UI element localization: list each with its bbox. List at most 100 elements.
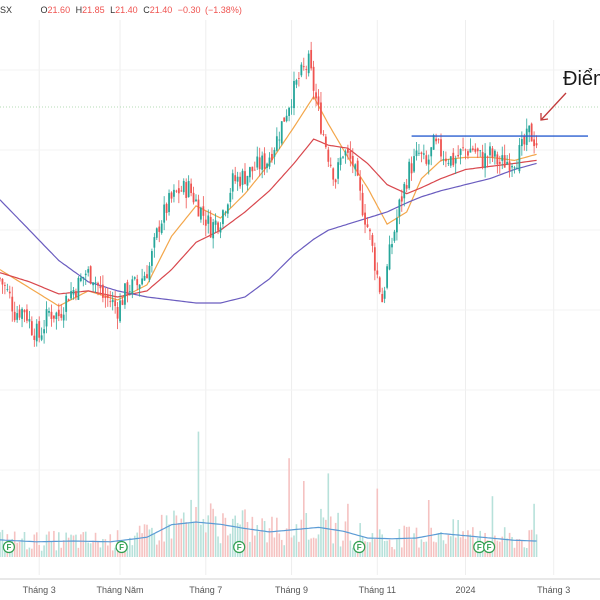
volume-bar [94,532,97,557]
candle-body [92,282,94,286]
candle-body [533,139,535,147]
candle-body [300,64,303,76]
candle-body [222,210,224,225]
candle-body [111,299,114,303]
volume-bar [156,544,158,557]
candle-body [371,235,374,246]
candle-body [153,237,156,248]
candle-body [467,151,469,156]
candle-body [204,219,207,226]
volume-bar [214,516,217,557]
candle-body [489,146,491,156]
candle-body [217,222,219,231]
candle-body [160,223,163,234]
volume-bar [229,533,232,557]
volume-bar [401,547,403,557]
volume-bar [175,515,178,557]
candle-body [523,136,526,145]
volume-bar [212,508,214,557]
volume-bar [347,503,349,557]
volume-bar [457,520,459,557]
event-marker-circle [233,540,246,554]
candle-body [239,176,241,187]
volume-bar [293,535,295,557]
candle-body [35,323,38,342]
volume-bar [344,521,347,557]
volume-bar [65,532,67,557]
event-marker: F [2,540,15,554]
volume-bar [126,545,129,557]
volume-bar [205,532,207,557]
open-label: O [41,5,48,15]
candle-body [138,284,141,289]
candle-body [280,121,283,144]
candle-body [124,283,126,305]
candle-body [192,192,195,203]
candle-body [476,148,479,152]
volume-bar [67,537,70,557]
candle-body [293,80,295,109]
candle-body [89,266,92,284]
x-tick-label: Tháng Năm [97,585,144,595]
volume-bar [415,527,418,557]
volume-bar [310,538,312,557]
event-marker: F [353,540,366,554]
volume-bar [283,545,285,557]
volume-bar [62,540,65,557]
volume-bar [376,488,379,557]
candle-body [0,278,1,280]
candle-body [28,319,31,322]
candle-body [530,123,533,142]
volume-bar [209,503,212,557]
candle-body [229,192,232,203]
volume-bar [26,549,28,557]
volume-bar [464,538,467,557]
candle-body [155,228,158,238]
volume-bar [202,518,205,557]
candle-body [207,215,210,224]
candle-body [190,183,192,194]
volume-bar [141,533,143,557]
volume-bar [129,537,131,557]
candle-body [373,247,376,271]
candle-body [244,171,246,184]
candle-body [347,148,349,153]
volume-bar [80,534,82,557]
candlestick-layer [0,41,538,347]
volume-bar [111,550,114,557]
volume-bar [254,535,256,557]
moving-average-ma_mid [0,138,537,298]
candle-body [6,289,9,290]
candle-body [516,167,518,169]
volume-bar [236,522,239,557]
volume-bar [92,540,94,557]
candle-body [33,335,36,340]
candle-body [187,180,190,198]
candle-body [121,300,124,305]
volume-bar [182,512,185,557]
candle-body [271,153,273,161]
volume-bar [207,515,210,557]
candle-body [94,282,97,284]
volume-bar [40,550,43,557]
volume-bar [499,541,501,557]
volume-bar [383,540,386,557]
volume-bar [58,532,60,557]
candle-body [38,321,41,338]
volume-bar [334,522,337,557]
candle-body [119,300,121,322]
volume-bar [325,519,327,557]
volume-bar [48,531,50,557]
volume-bar [18,541,21,557]
candle-body [449,156,452,166]
moving-average-layer [0,95,537,307]
candle-body [261,155,264,170]
volume-bar [339,546,342,557]
volume-bar [388,539,391,557]
candle-body [457,154,460,157]
volume-bar [327,473,330,557]
candle-body [60,313,63,318]
candle-body [290,106,293,108]
candle-body [496,154,499,165]
candle-body [474,148,477,152]
